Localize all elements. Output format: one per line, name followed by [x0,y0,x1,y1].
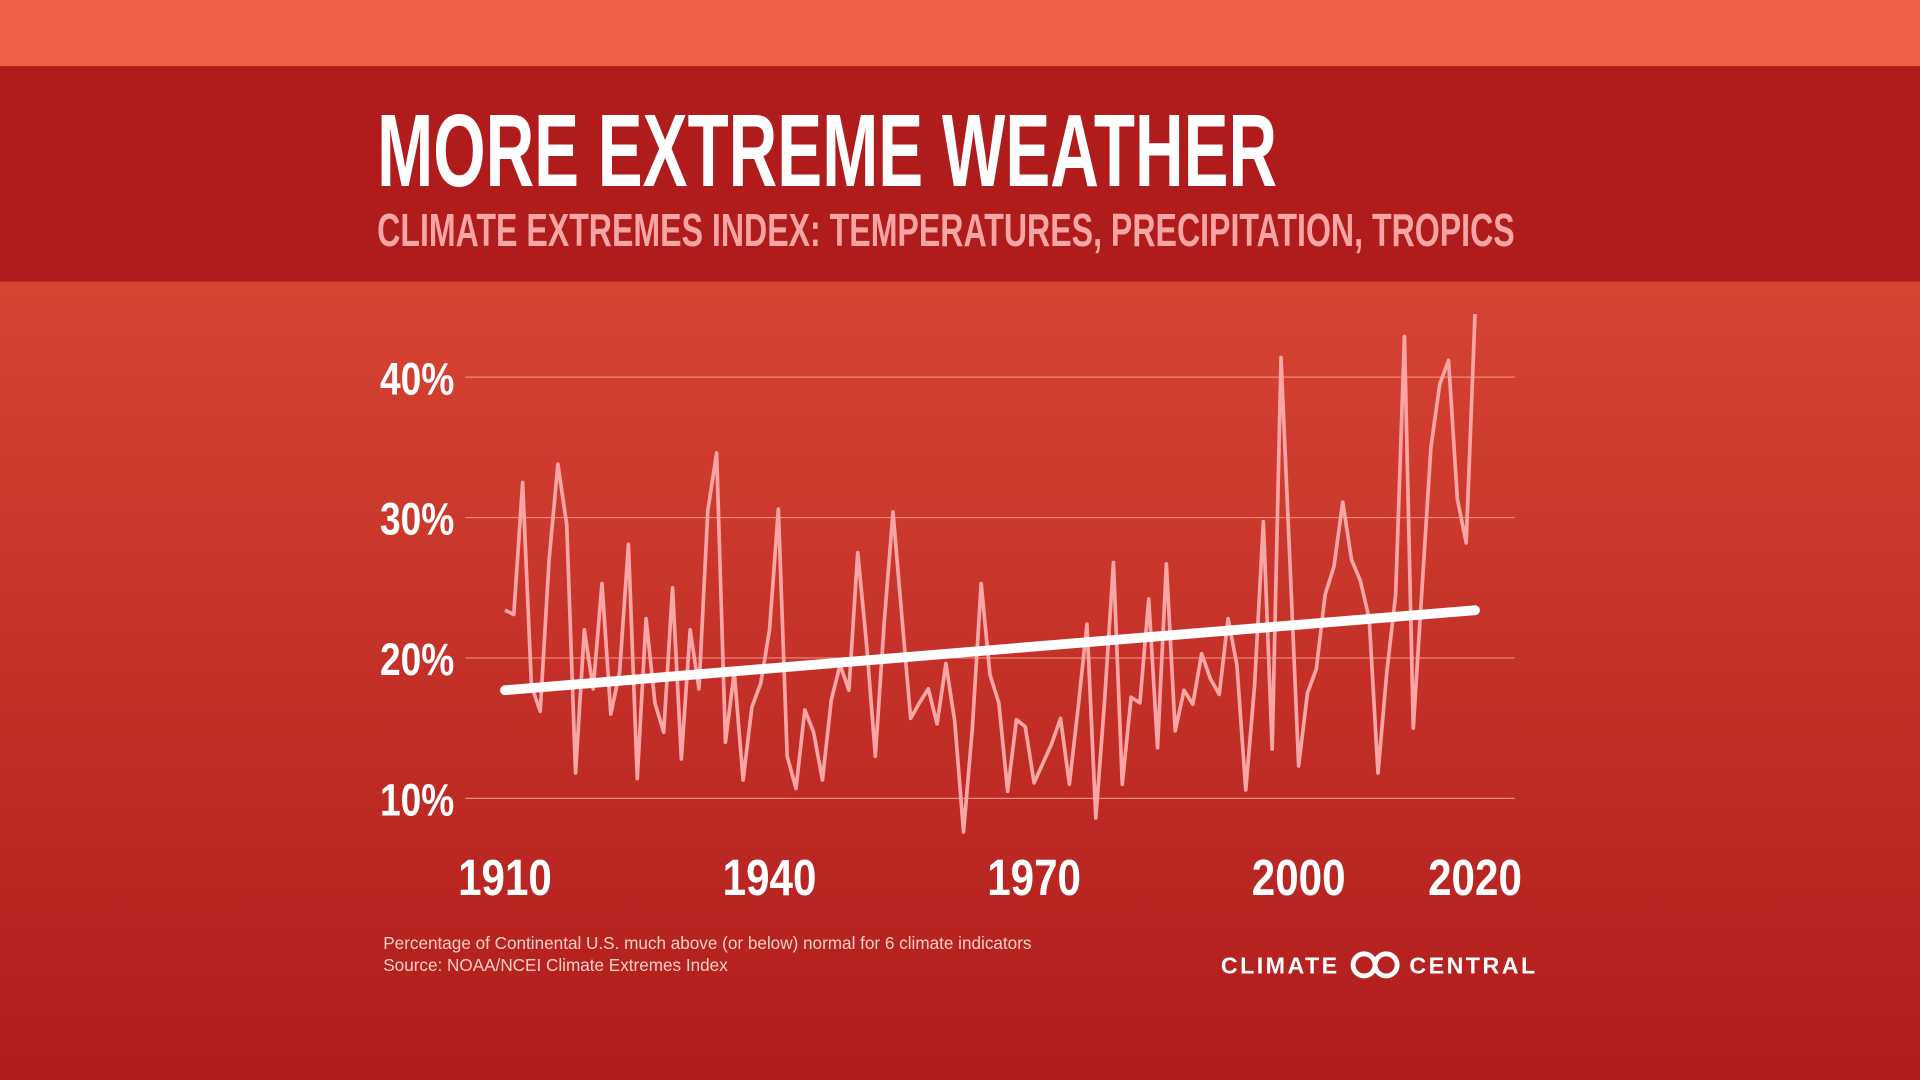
x-tick-label: 1940 [723,848,817,906]
chart-note: Percentage of Continental U.S. much abov… [383,933,1031,953]
logo-left: CLIMATE [1221,952,1340,978]
logo: CLIMATE CENTRAL [1221,951,1537,979]
y-tick-label: 20% [380,635,454,685]
logo-right: CENTRAL [1409,952,1537,978]
top-band [0,0,1920,67]
header-band [0,66,1920,282]
chart-title: MORE EXTREME WEATHER [377,93,1277,208]
y-tick-label: 10% [380,775,454,825]
x-tick-label: 1910 [458,848,552,906]
y-tick-label: 30% [380,494,454,544]
y-tick-label: 40% [380,354,454,404]
x-tick-label: 2000 [1252,848,1346,906]
x-tick-label: 1970 [987,848,1081,906]
data-line [504,313,1477,834]
chart-subtitle: CLIMATE EXTREMES INDEX: TEMPERATURES, PR… [377,204,1515,256]
chart-source: Source: NOAA/NCEI Climate Extremes Index [383,955,728,975]
logo-icon [1372,951,1400,979]
trend-line [500,605,1480,696]
x-tick-label: 2020 [1428,848,1522,906]
